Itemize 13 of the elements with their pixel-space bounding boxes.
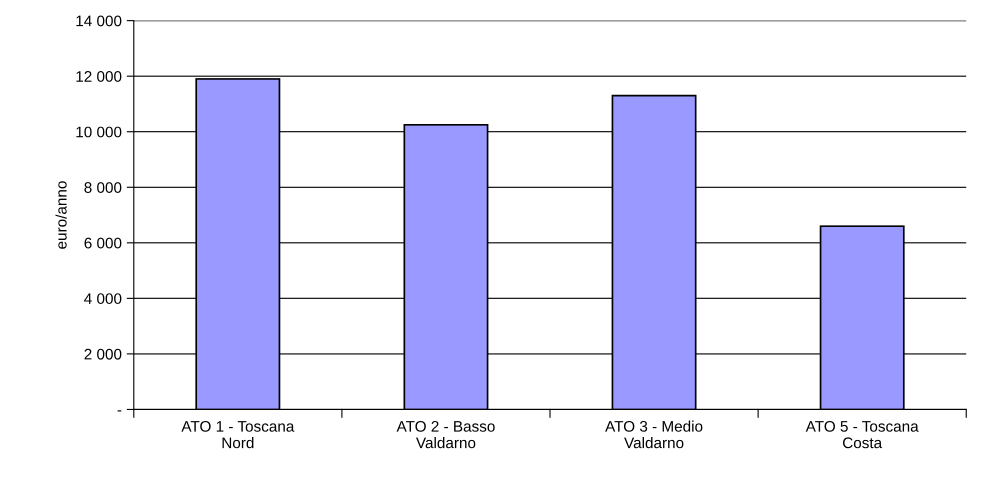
- y-tick-label: 2 000: [84, 348, 122, 360]
- x-tick-label: ATO 3 - Medio Valdarno: [605, 420, 702, 448]
- y-tick-label: 14 000: [76, 16, 122, 26]
- x-tick-label: ATO 2 - Basso Valdarno: [396, 420, 495, 448]
- y-tick-label: 4 000: [84, 293, 122, 304]
- y-tick-label: -: [118, 410, 122, 412]
- y-tick-label: 6 000: [84, 238, 122, 248]
- y-tick-label: 10 000: [76, 126, 122, 138]
- y-tick-label: 8 000: [84, 182, 122, 193]
- x-tick-label: ATO 5 - Toscana Costa: [806, 420, 919, 448]
- y-axis-title: euro/anno: [55, 181, 67, 249]
- y-tick-label: 12 000: [76, 71, 122, 82]
- x-tick-label: ATO 1 - Toscana Nord: [181, 420, 294, 448]
